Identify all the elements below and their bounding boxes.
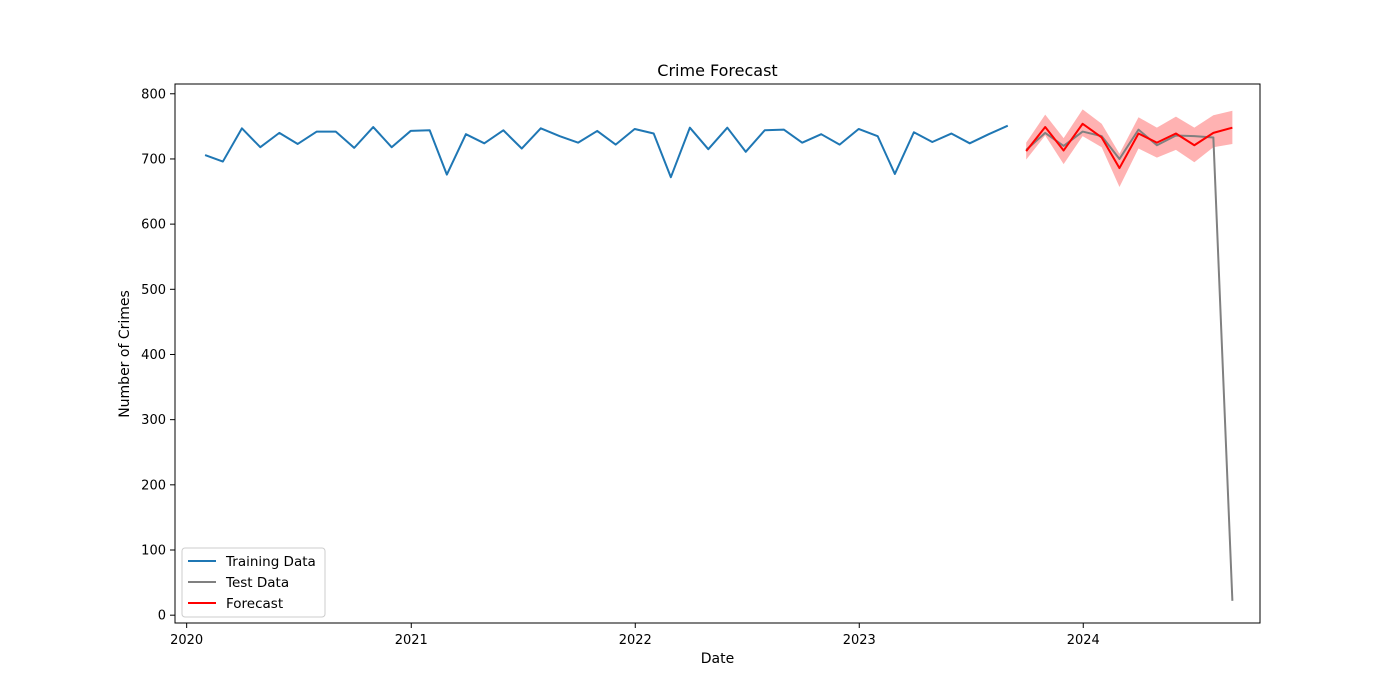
x-axis-label: Date — [701, 651, 734, 667]
y-tick-label: 100 — [141, 544, 166, 559]
y-tick-label: 0 — [158, 609, 166, 624]
forecast-line — [1025, 122, 1233, 170]
legend-label-forecast: Forecast — [226, 596, 283, 612]
legend-label-training: Training Data — [225, 554, 316, 570]
legend-box — [181, 547, 326, 618]
x-tick-label: 2024 — [1067, 633, 1100, 648]
y-tick-label: 500 — [141, 283, 166, 298]
y-tick-label: 300 — [141, 413, 166, 428]
y-tick-label: 600 — [141, 218, 166, 233]
axis-layer: 2020 2021 2022 2023 2024 0 100 200 300 400 500 600 7… — [141, 87, 1100, 648]
x-tick-label: 2021 — [395, 633, 428, 648]
x-tick-label: 2023 — [843, 633, 876, 648]
legend-label-test: Test Data — [225, 575, 289, 591]
y-tick-label: 700 — [141, 152, 166, 167]
y-tick-label: 400 — [141, 348, 166, 363]
training-data-line — [204, 124, 1009, 179]
x-tick-label: 2022 — [619, 633, 652, 648]
y-tick-label: 800 — [141, 87, 166, 102]
chart-title: Crime Forecast — [657, 61, 777, 80]
test-data-line — [1025, 128, 1234, 601]
y-axis-label: Number of Crimes — [117, 290, 133, 418]
y-tick-label: 200 — [141, 478, 166, 493]
x-tick-label: 2020 — [170, 633, 203, 648]
plot-frame — [174, 83, 1261, 624]
plot-layer — [204, 109, 1234, 601]
legend: Training Data Test Data Forecast — [181, 547, 326, 618]
